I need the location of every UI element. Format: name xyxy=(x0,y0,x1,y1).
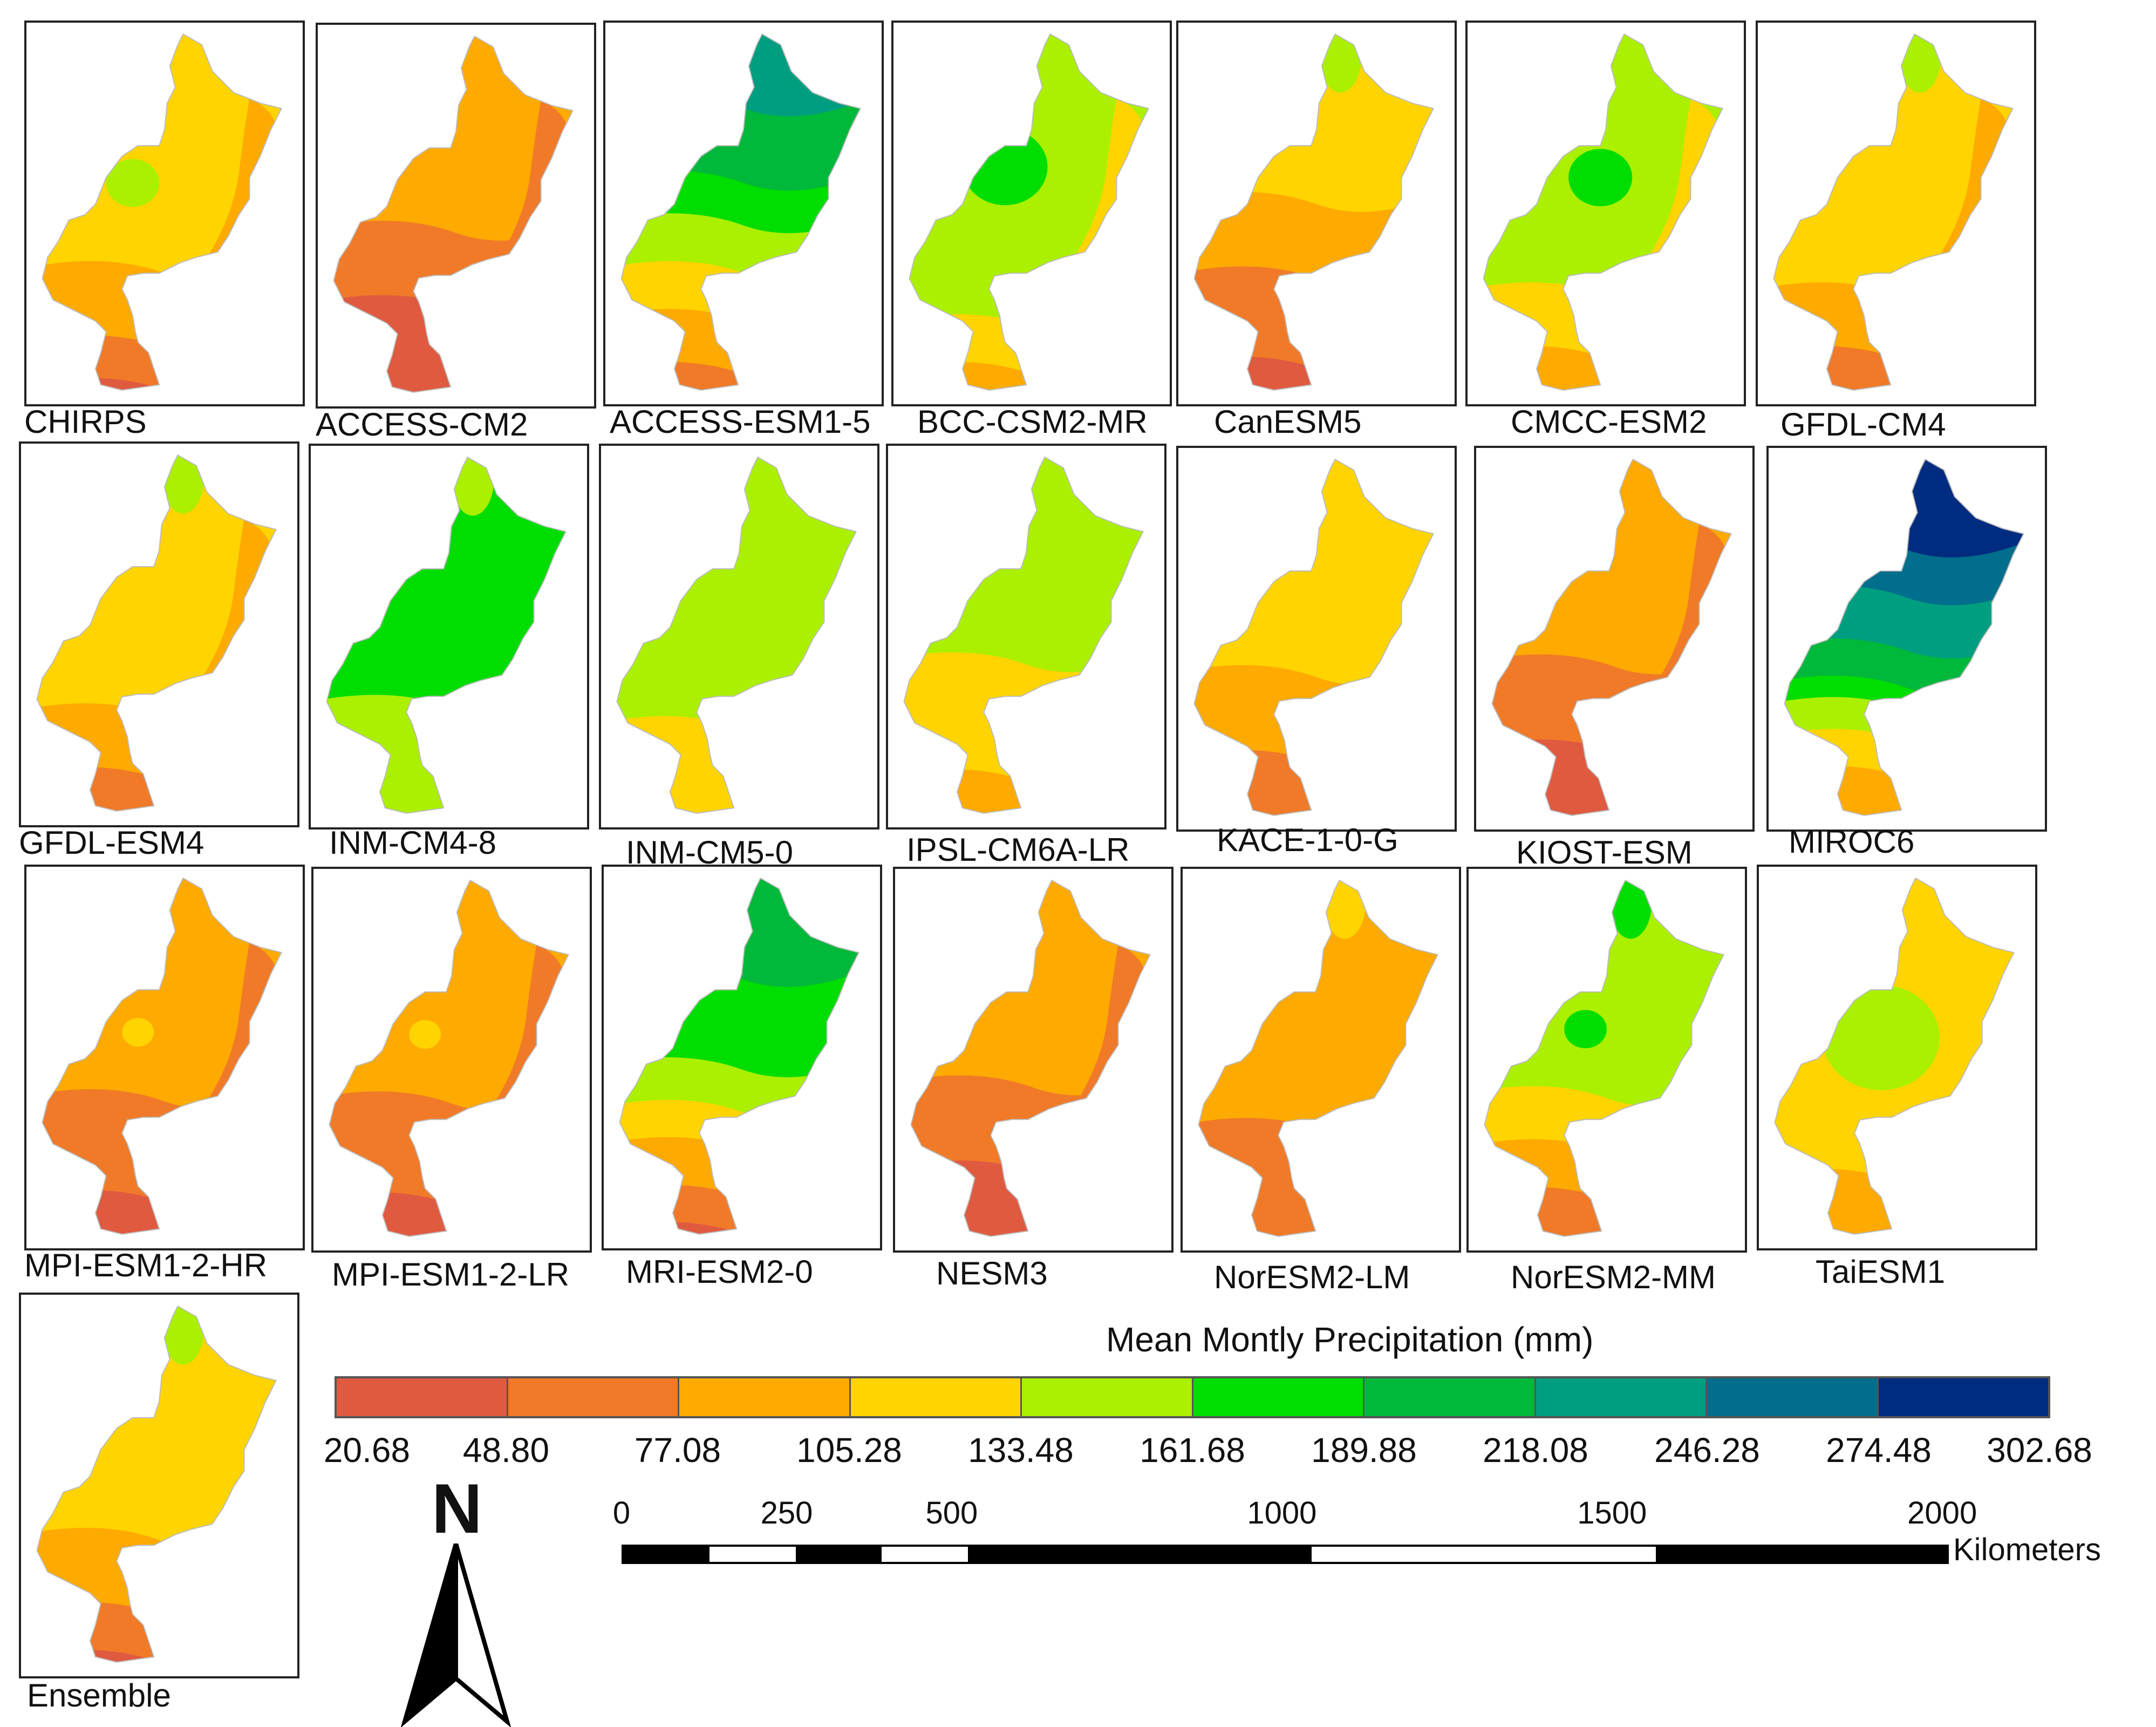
legend-color-bar xyxy=(335,1376,2050,1418)
scale-bar xyxy=(622,1545,1949,1564)
legend-tick-label: 302.68 xyxy=(1987,1431,2092,1470)
map-panel-noresm2-mm xyxy=(1466,867,1747,1253)
legend-tick-label: 189.88 xyxy=(1311,1431,1417,1470)
map-panel-canesm5 xyxy=(1176,21,1457,406)
panel-label: INM-CM5-0 xyxy=(626,834,793,871)
map-panel-ensemble xyxy=(19,1293,299,1678)
legend-swatch xyxy=(1193,1378,1364,1416)
map-panel-miroc6 xyxy=(1766,446,2047,832)
map-panel-inm-cm4-8 xyxy=(309,444,589,829)
map-panel-mri-esm2-0 xyxy=(602,865,882,1250)
panel-label: Ensemble xyxy=(27,1677,171,1714)
legend-swatch xyxy=(1022,1378,1193,1416)
panel-label: GFDL-ESM4 xyxy=(19,825,204,861)
map-panel-nesm3 xyxy=(893,867,1173,1253)
map-panel-access-esm1-5 xyxy=(603,21,884,406)
scale-bar-unit: Kilometers xyxy=(1953,1532,2101,1567)
map-panel-mpi-esm1-2-lr xyxy=(311,867,592,1253)
legend-tick-label: 48.80 xyxy=(462,1431,550,1470)
legend-swatch xyxy=(1707,1378,1879,1416)
scale-tick-label: 1500 xyxy=(1577,1495,1647,1531)
panel-label: ACCESS-ESM1-5 xyxy=(610,404,871,440)
legend-tick-label: 218.08 xyxy=(1483,1431,1588,1470)
legend-swatch xyxy=(850,1378,1022,1416)
map-panel-ipsl-cm6a-lr xyxy=(886,444,1166,829)
map-panel-kiost-esm xyxy=(1474,446,1755,832)
scale-tick-label: 1000 xyxy=(1247,1495,1317,1531)
legend-tick-label: 133.48 xyxy=(968,1431,1074,1470)
panel-label: IPSL-CM6A-LR xyxy=(906,832,1130,868)
panel-label: MPI-ESM1-2-LR xyxy=(332,1256,570,1293)
scale-tick-label: 2000 xyxy=(1907,1495,1977,1531)
scale-tick-label: 0 xyxy=(612,1495,631,1531)
legend-tick-label: 246.28 xyxy=(1654,1431,1760,1470)
north-label: N xyxy=(432,1469,482,1548)
legend-tick-label: 20.68 xyxy=(323,1431,411,1470)
map-panel-bcc-csm2-mr xyxy=(891,21,1172,406)
legend-title: Mean Montly Precipitation (mm) xyxy=(1106,1320,1594,1359)
scale-tick-label: 500 xyxy=(925,1495,978,1531)
panel-label: TaiESM1 xyxy=(1816,1254,1946,1290)
scale-tick-label: 250 xyxy=(760,1495,813,1531)
map-panel-mpi-esm1-2-hr xyxy=(24,865,305,1250)
map-panel-access-cm2 xyxy=(316,23,596,409)
panel-label: NESM3 xyxy=(936,1255,1048,1291)
panel-label: KIOST-ESM xyxy=(1516,834,1693,871)
legend-tick-label: 105.28 xyxy=(796,1431,902,1470)
panel-label: GFDL-CM4 xyxy=(1780,406,1946,443)
map-panel-inm-cm5-0 xyxy=(599,444,879,829)
map-panel-cmcc-esm2 xyxy=(1465,21,1746,406)
panel-label: NorESM2-LM xyxy=(1214,1259,1410,1295)
panel-label: BCC-CSM2-MR xyxy=(917,404,1148,440)
legend-swatch xyxy=(337,1378,508,1416)
panel-label: MRI-ESM2-0 xyxy=(626,1254,813,1290)
panel-label: CanESM5 xyxy=(1214,404,1362,440)
legend-swatch xyxy=(508,1378,679,1416)
map-panel-gfdl-esm4 xyxy=(19,441,299,827)
panel-label: CHIRPS xyxy=(24,404,147,440)
panel-label: INM-CM4-8 xyxy=(329,825,496,861)
map-panel-noresm2-lm xyxy=(1181,867,1461,1253)
map-panel-gfdl-cm4 xyxy=(1756,21,2036,406)
north-arrow-icon xyxy=(400,1544,511,1727)
legend-tick-label: 161.68 xyxy=(1140,1431,1245,1470)
legend-swatch xyxy=(1878,1378,2048,1416)
legend-swatch xyxy=(1536,1378,1707,1416)
panel-label: NorESM2-MM xyxy=(1511,1259,1716,1295)
map-panel-taiesm1 xyxy=(1757,865,2037,1250)
map-panel-chirps xyxy=(24,21,305,406)
legend-tick-label: 274.48 xyxy=(1826,1431,1932,1470)
map-panel-kace-1-0-g xyxy=(1176,446,1457,832)
legend-swatch xyxy=(679,1378,851,1416)
panel-label: MPI-ESM1-2-HR xyxy=(24,1247,268,1283)
panel-label: MIROC6 xyxy=(1789,824,1915,860)
panel-label: KACE-1-0-G xyxy=(1217,822,1398,858)
panel-label: ACCESS-CM2 xyxy=(316,406,528,443)
panel-label: CMCC-ESM2 xyxy=(1511,404,1707,440)
legend-swatch xyxy=(1364,1378,1536,1416)
legend-tick-label: 77.08 xyxy=(634,1431,721,1470)
